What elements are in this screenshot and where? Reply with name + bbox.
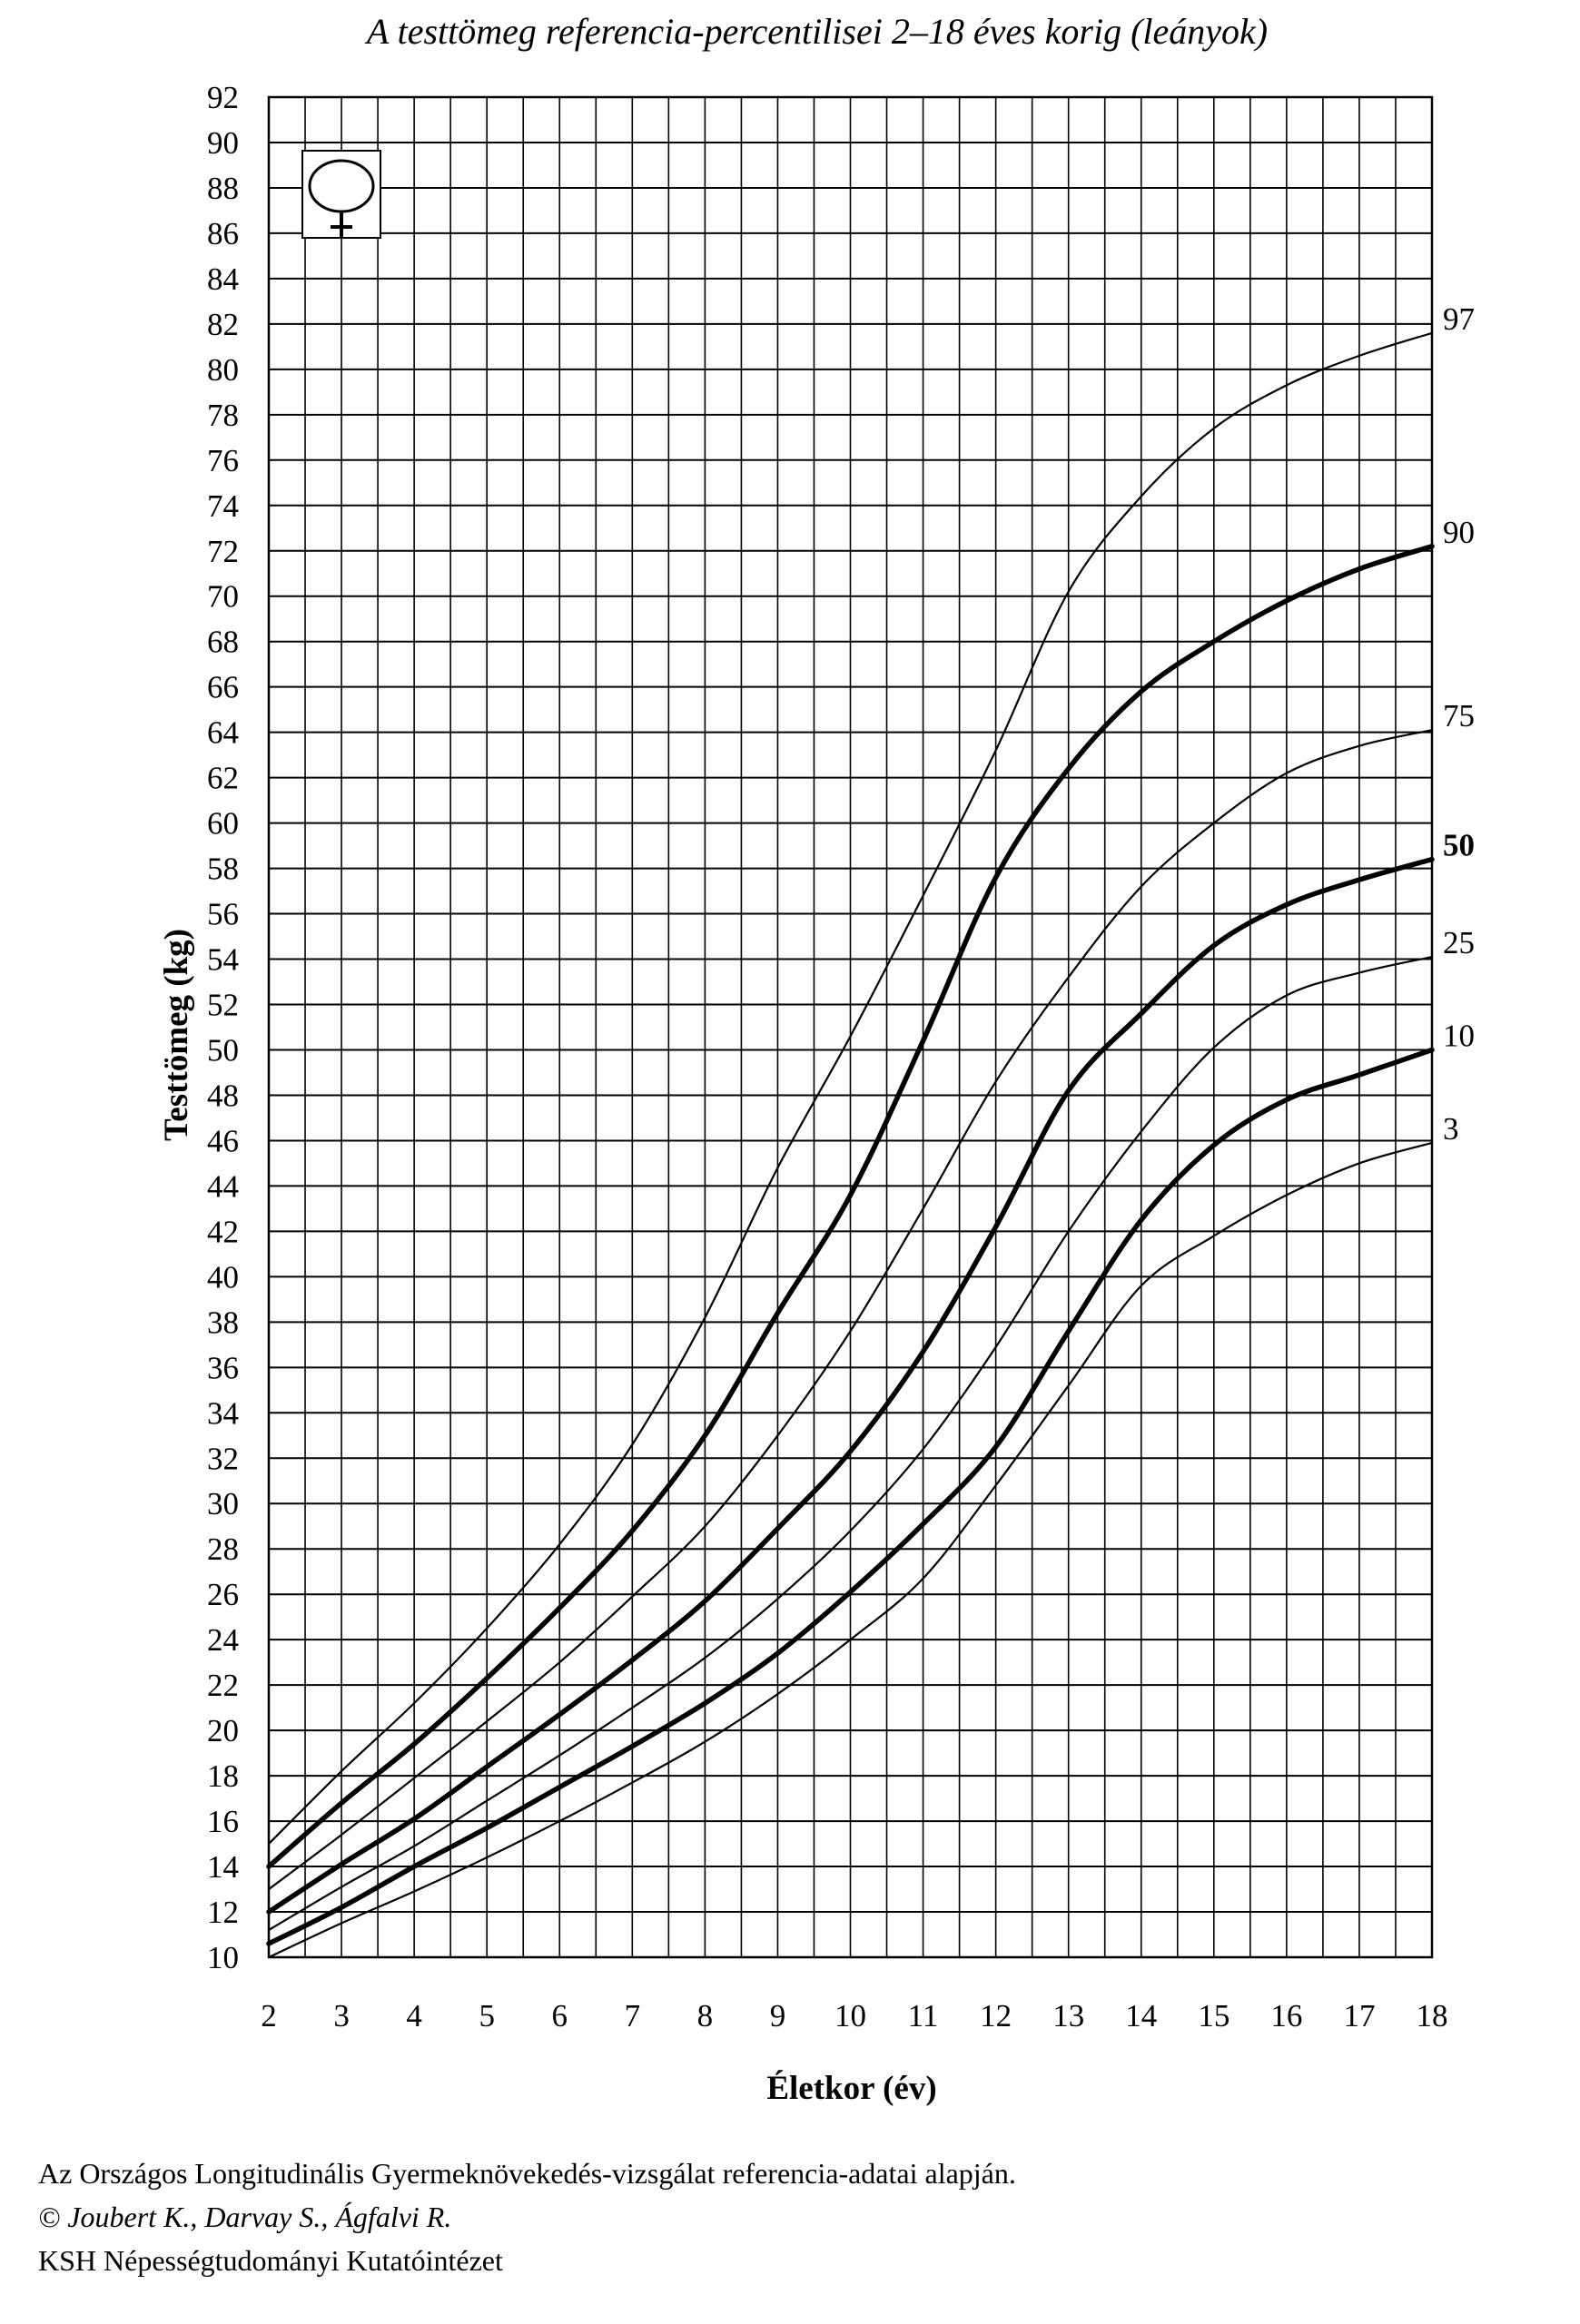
- x-tick-label: 15: [1198, 1998, 1229, 2034]
- y-tick-label: 90: [207, 125, 239, 161]
- y-tick-label: 22: [207, 1668, 239, 1703]
- y-tick-label: 86: [207, 216, 239, 251]
- x-tick-label: 6: [552, 1998, 568, 2034]
- y-tick-label: 72: [207, 534, 239, 569]
- percentile-label-10: 10: [1443, 1018, 1475, 1053]
- x-tick-label: 16: [1270, 1998, 1302, 2034]
- y-tick-label: 14: [207, 1849, 239, 1885]
- y-tick-label: 68: [207, 625, 239, 660]
- x-tick-label: 18: [1417, 1998, 1448, 2034]
- percentile-label-97: 97: [1443, 301, 1475, 337]
- percentile-label-90: 90: [1443, 515, 1475, 550]
- y-tick-label: 66: [207, 670, 239, 705]
- y-tick-label: 56: [207, 897, 239, 932]
- x-tick-label: 9: [770, 1998, 786, 2034]
- y-tick-label: 76: [207, 443, 239, 478]
- y-tick-label: 48: [207, 1078, 239, 1113]
- y-tick-label: 58: [207, 852, 239, 887]
- y-tick-label: 38: [207, 1305, 239, 1340]
- y-tick-label: 92: [207, 80, 239, 115]
- y-tick-label: 70: [207, 579, 239, 615]
- x-tick-label: 5: [479, 1998, 495, 2034]
- percentile-label-75: 75: [1443, 698, 1475, 734]
- percentile-label-50: 50: [1443, 828, 1475, 863]
- x-tick-label: 11: [908, 1998, 939, 2034]
- percentile-labels: 97 90 75 50 25 10 3: [1443, 301, 1475, 1147]
- percentile-curve-10: [266, 1047, 1435, 1946]
- y-tick-label: 26: [207, 1577, 239, 1612]
- percentile-label-25: 25: [1443, 925, 1475, 960]
- percentile-curve-75: [267, 729, 1434, 1891]
- y-tick-label: 84: [207, 261, 239, 297]
- plot-grid: [267, 95, 1434, 1959]
- percentile-curve-90: [266, 544, 1435, 1869]
- footer-source: Az Országos Longitudinális Gyermeknöveke…: [38, 2157, 1016, 2190]
- x-tick-label: 13: [1052, 1998, 1084, 2034]
- y-tick-label: 78: [207, 398, 239, 433]
- footer-authors: © Joubert K., Darvay S., Ágfalvi R.: [38, 2201, 452, 2233]
- x-tick-label: 2: [261, 1998, 277, 2034]
- x-tick-label: 17: [1343, 1998, 1375, 2034]
- y-tick-label: 34: [207, 1395, 239, 1431]
- y-tick-label: 52: [207, 988, 239, 1023]
- y-tick-label: 30: [207, 1486, 239, 1521]
- chart-title: A testtömeg referencia-percentilisei 2–1…: [364, 11, 1268, 52]
- y-tick-label: 80: [207, 352, 239, 388]
- plot-frame: [267, 95, 1434, 1959]
- y-tick-label: 16: [207, 1804, 239, 1839]
- female-symbol-icon: [301, 150, 381, 239]
- y-tick-label: 44: [207, 1168, 239, 1204]
- y-tick-label: 10: [207, 1940, 239, 1975]
- percentile-curve-3: [267, 1141, 1434, 1959]
- percentile-curves: [266, 331, 1435, 1959]
- y-tick-label: 46: [207, 1123, 239, 1158]
- y-tick-label: 54: [207, 942, 239, 978]
- y-tick-label: 24: [207, 1622, 239, 1658]
- percentile-label-3: 3: [1443, 1111, 1459, 1147]
- x-axis-label: Életkor (év): [766, 2069, 936, 2107]
- y-tick-labels: 10 12 14 16 18 20 22 24 26 28 30 32 34 36 38 40 42 44 46 48…: [207, 80, 239, 1975]
- y-axis-label: Testtömeg (kg): [158, 929, 195, 1141]
- x-tick-labels: 2 3 4 5 6 7 8 9 10 11 12 13 14 15 16 17 18: [261, 1998, 1447, 2034]
- footer-institute: KSH Népességtudományi Kutatóintézet: [38, 2244, 503, 2277]
- y-tick-label: 82: [207, 307, 239, 342]
- x-tick-label: 8: [697, 1998, 714, 2034]
- x-tick-label: 7: [625, 1998, 641, 2034]
- y-tick-label: 88: [207, 171, 239, 206]
- x-tick-label: 10: [834, 1998, 866, 2034]
- y-tick-label: 32: [207, 1441, 239, 1476]
- y-tick-label: 12: [207, 1895, 239, 1930]
- y-tick-label: 50: [207, 1032, 239, 1068]
- y-tick-label: 42: [207, 1214, 239, 1249]
- y-tick-label: 64: [207, 715, 239, 751]
- y-tick-label: 74: [207, 488, 239, 524]
- x-tick-label: 3: [333, 1998, 350, 2034]
- percentile-curve-97: [267, 331, 1434, 1846]
- y-tick-label: 40: [207, 1259, 239, 1295]
- x-tick-label: 14: [1125, 1998, 1157, 2034]
- y-tick-label: 36: [207, 1350, 239, 1385]
- percentile-curve-25: [267, 955, 1434, 1932]
- y-tick-label: 20: [207, 1713, 239, 1748]
- percentile-curve-50: [266, 856, 1435, 1915]
- y-tick-label: 18: [207, 1758, 239, 1794]
- x-tick-label: 4: [406, 1998, 422, 2034]
- y-tick-label: 62: [207, 761, 239, 796]
- y-tick-label: 28: [207, 1531, 239, 1567]
- x-tick-label: 12: [980, 1998, 1012, 2034]
- y-tick-label: 60: [207, 806, 239, 842]
